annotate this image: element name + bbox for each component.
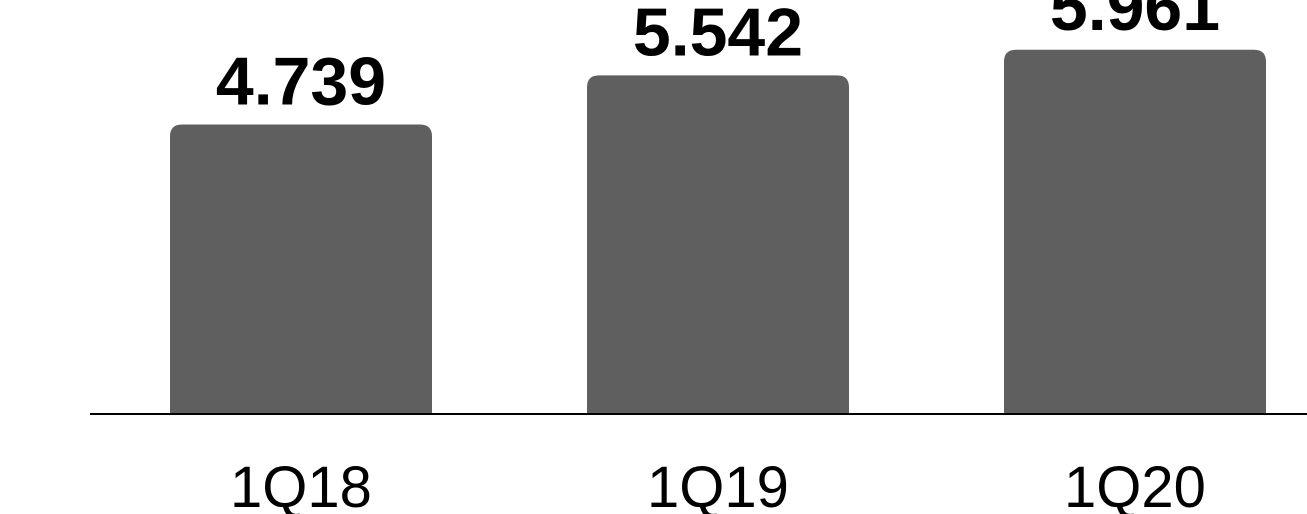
value-label-1q20: 5.961 (1050, 0, 1220, 45)
value-label-1q19: 5.542 (633, 0, 803, 70)
labels-layer: 4.739 1Q18 5.542 1Q19 5.961 1Q20 (216, 0, 1220, 514)
bar-1q18 (170, 124, 432, 415)
bar-1q19 (587, 75, 849, 415)
category-label-1q18: 1Q18 (230, 455, 372, 514)
bar-1q20 (1004, 49, 1266, 415)
category-label-1q20: 1Q20 (1064, 455, 1206, 514)
category-label-1q19: 1Q19 (647, 455, 789, 514)
value-label-1q18: 4.739 (216, 43, 386, 119)
bars-layer (170, 49, 1266, 415)
